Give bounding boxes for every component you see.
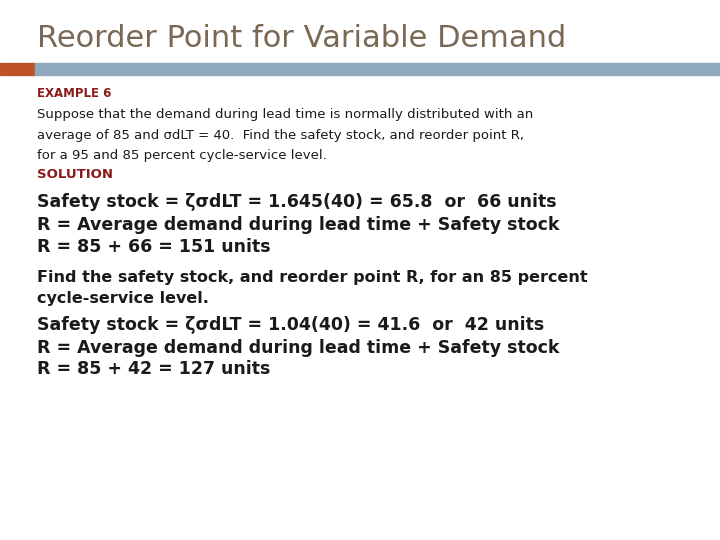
Text: R = Average demand during lead time + Safety stock: R = Average demand during lead time + Sa…	[37, 216, 560, 234]
Bar	[35, 63, 720, 75]
Text: R = 85 + 42 = 127 units: R = 85 + 42 = 127 units	[37, 360, 271, 378]
Text: SOLUTION: SOLUTION	[37, 168, 114, 181]
Text: Safety stock = ζσdLT = 1.04(40) = 41.6  or  42 units: Safety stock = ζσdLT = 1.04(40) = 41.6 o…	[37, 316, 545, 334]
Text: R = Average demand during lead time + Safety stock: R = Average demand during lead time + Sa…	[37, 339, 560, 356]
Text: EXAMPLE 6: EXAMPLE 6	[37, 87, 112, 100]
Text: Reorder Point for Variable Demand: Reorder Point for Variable Demand	[37, 24, 567, 53]
Text: R = 85 + 66 = 151 units: R = 85 + 66 = 151 units	[37, 238, 271, 255]
Bar	[0, 63, 35, 75]
Text: for a 95 and 85 percent cycle-service level.: for a 95 and 85 percent cycle-service le…	[37, 149, 327, 162]
Text: average of 85 and σdLT = 40.  Find the safety stock, and reorder point R,: average of 85 and σdLT = 40. Find the sa…	[37, 129, 524, 141]
Text: Safety stock = ζσdLT = 1.645(40) = 65.8  or  66 units: Safety stock = ζσdLT = 1.645(40) = 65.8 …	[37, 193, 557, 211]
Text: Find the safety stock, and reorder point R, for an 85 percent: Find the safety stock, and reorder point…	[37, 270, 588, 285]
Text: cycle-service level.: cycle-service level.	[37, 291, 210, 306]
Text: Suppose that the demand during lead time is normally distributed with an: Suppose that the demand during lead time…	[37, 108, 534, 121]
